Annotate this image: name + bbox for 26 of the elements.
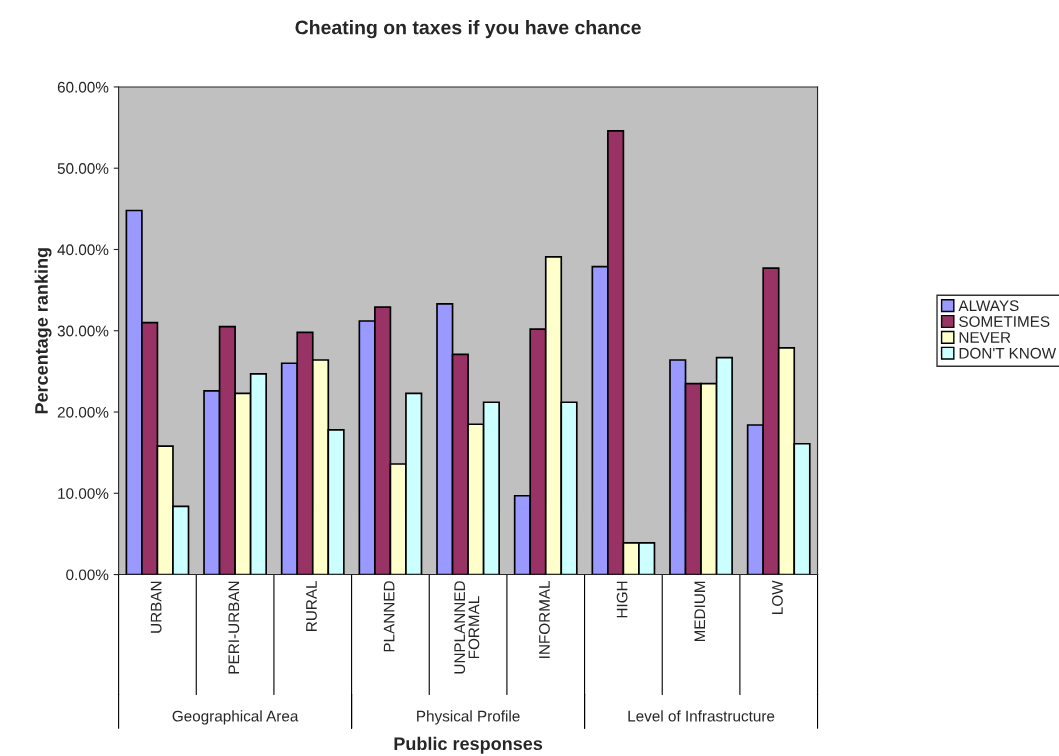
x-tick-label: LOW bbox=[772, 580, 783, 614]
y-tick-label: 60.00% bbox=[57, 81, 109, 93]
y-tick-label: 40.00% bbox=[57, 244, 109, 256]
text: Level of Infrastructure bbox=[628, 710, 775, 722]
y-tick-label: 50.00% bbox=[57, 163, 109, 174]
legend-label: SOMETIMES bbox=[959, 316, 1050, 327]
legend-label: DON'T KNOW bbox=[959, 347, 1057, 359]
x-tick-label: INFORMAL bbox=[539, 580, 550, 658]
x-tick-label: RURAL bbox=[306, 580, 317, 631]
x-tick-label: PLANNED bbox=[383, 581, 395, 652]
x-tick-label: UNPLANNED FORMAL bbox=[454, 581, 480, 674]
text: Physical Profile bbox=[417, 710, 520, 725]
legend-label: ALWAYS bbox=[958, 300, 1019, 312]
x-tick-label: PERI-URBAN bbox=[228, 581, 240, 674]
y-tick-label: 10.00% bbox=[58, 488, 109, 499]
x-tick-label: URBAN bbox=[150, 581, 162, 633]
x-axis-title: Public responses bbox=[394, 736, 543, 754]
text: Geographical Area bbox=[172, 710, 299, 725]
y-tick-label: 20.00% bbox=[57, 406, 109, 418]
x-tick-label: MEDIUM bbox=[694, 581, 706, 642]
chart-title: Cheating on taxes if you have chance bbox=[295, 20, 641, 39]
legend-label: NEVER bbox=[959, 332, 1011, 343]
y-tick-label: 30.00% bbox=[57, 325, 109, 337]
y-axis-title: Percentage ranking bbox=[34, 248, 52, 414]
x-tick-label: HIGH bbox=[616, 581, 628, 618]
y-tick-label: 0.00% bbox=[66, 569, 109, 581]
